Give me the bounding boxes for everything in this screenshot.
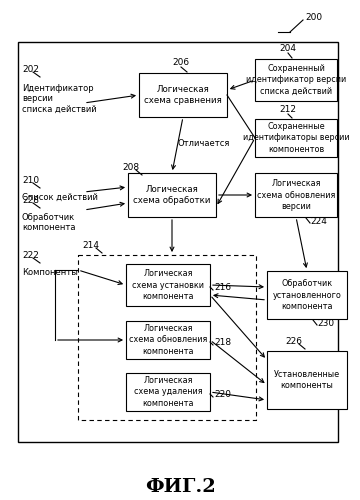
Text: 202: 202 [22, 65, 39, 74]
Text: 228: 228 [22, 196, 39, 205]
Text: 206: 206 [172, 58, 190, 67]
Bar [18, 42, 338, 442]
Bar [126, 264, 210, 306]
Bar [139, 73, 227, 117]
Text: Логическая
схема обновления
версии: Логическая схема обновления версии [257, 180, 335, 210]
Text: 200: 200 [305, 14, 322, 22]
Text: 212: 212 [279, 105, 297, 114]
Bar [128, 173, 216, 217]
Bar [126, 321, 210, 359]
Text: 220: 220 [214, 390, 231, 399]
Text: Логическая
схема обновления
компонента: Логическая схема обновления компонента [129, 324, 207, 356]
Text: Логическая
схема обработки: Логическая схема обработки [133, 185, 211, 205]
Text: Сохраненные
идентификаторы версии
компонентов: Сохраненные идентификаторы версии компон… [243, 122, 349, 154]
Text: Идентификатор
версии
списка действий: Идентификатор версии списка действий [22, 84, 96, 114]
Bar [255, 119, 337, 157]
Text: 208: 208 [122, 163, 139, 172]
Text: Установленные
компоненты: Установленные компоненты [274, 370, 340, 390]
Text: ФИГ.2: ФИГ.2 [145, 478, 215, 496]
Text: 222: 222 [22, 251, 39, 260]
Text: 204: 204 [279, 44, 297, 53]
Text: 210: 210 [22, 176, 39, 185]
Bar [78, 255, 256, 420]
Text: 230: 230 [317, 319, 334, 328]
Text: Обработчик
компонента: Обработчик компонента [22, 213, 76, 233]
Text: Отличается: Отличается [177, 138, 229, 147]
Bar [255, 173, 337, 217]
Bar [126, 373, 210, 411]
Text: Логическая
схема сравнения: Логическая схема сравнения [144, 85, 222, 105]
Text: Компоненты: Компоненты [22, 268, 78, 277]
Bar [267, 351, 347, 409]
Text: 226: 226 [285, 337, 302, 346]
Text: Список действий: Список действий [22, 193, 98, 202]
Text: 214: 214 [82, 241, 99, 250]
Text: Сохраненный
идентификатор версии
списка действий: Сохраненный идентификатор версии списка … [246, 64, 346, 96]
Text: Логическая
схема удаления
компонента: Логическая схема удаления компонента [134, 376, 202, 408]
Text: 216: 216 [214, 283, 231, 292]
Bar [255, 59, 337, 101]
Text: 218: 218 [214, 338, 231, 347]
Bar [267, 271, 347, 319]
Text: Логическая
схема установки
компонента: Логическая схема установки компонента [132, 270, 204, 300]
Text: 224: 224 [310, 217, 327, 226]
Text: Обработчик
установленного
компонента: Обработчик установленного компонента [273, 280, 341, 310]
